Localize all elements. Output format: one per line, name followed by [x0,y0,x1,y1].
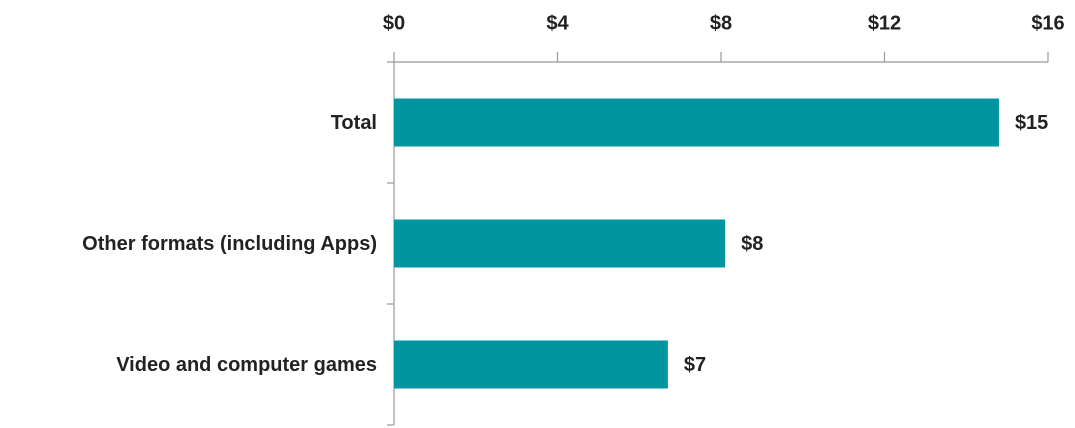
y-tick-label: Total [331,112,377,134]
value-label: $15 [1015,112,1048,134]
value-label: $7 [684,354,706,376]
x-tick-label: $4 [546,12,569,34]
x-tick-label: $12 [868,12,901,34]
bar [394,219,726,268]
x-tick-label: $16 [1031,12,1064,34]
y-tick-label: Video and computer games [116,354,377,376]
x-tick-label: $8 [710,12,732,34]
x-tick-label: $0 [383,12,405,34]
bar [394,340,668,389]
y-tick-label: Other formats (including Apps) [82,233,377,255]
value-label: $8 [741,233,763,255]
bar [394,98,999,147]
